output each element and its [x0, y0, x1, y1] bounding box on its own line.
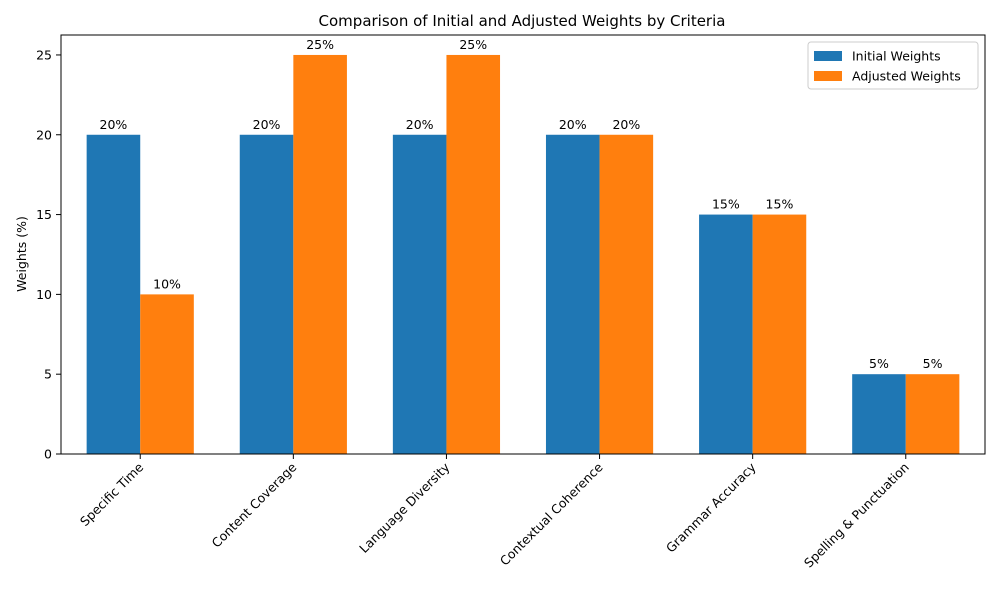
- y-tick-label-0: 0: [44, 447, 52, 462]
- bar-initial-0: [86, 134, 141, 454]
- legend-swatch-adjusted: [814, 71, 842, 81]
- data-label-adjusted-0: 10%: [153, 276, 181, 291]
- bar-initial-5: [852, 374, 906, 454]
- bar-adjusted-0: [140, 294, 194, 454]
- bar-initial-4: [699, 214, 753, 454]
- data-label-initial-3: 20%: [559, 117, 587, 132]
- y-axis-label: Weights (%): [14, 216, 29, 292]
- data-label-initial-5: 5%: [869, 356, 889, 371]
- data-label-adjusted-4: 15%: [766, 197, 794, 212]
- y-tick-label-2: 10: [36, 287, 52, 302]
- y-tick-label-4: 20: [36, 127, 52, 142]
- legend-label-adjusted: Adjusted Weights: [852, 69, 961, 84]
- y-tick-label-5: 25: [36, 47, 52, 62]
- data-label-initial-0: 20%: [100, 117, 128, 132]
- data-label-adjusted-1: 25%: [306, 37, 334, 52]
- data-label-adjusted-5: 5%: [923, 356, 943, 371]
- data-labels-layer: 20% 20% 20% 20% 15% 5% 10% 25% 25% 20% 15% 5%: [100, 37, 943, 371]
- bar-adjusted-2: [446, 54, 501, 454]
- x-tick-label-0: Specific Time: [77, 459, 147, 529]
- plot-frame: [60, 34, 986, 455]
- data-label-adjusted-2: 25%: [459, 37, 487, 52]
- legend: Initial Weights Adjusted Weights: [807, 41, 979, 90]
- legend-box: [807, 41, 979, 90]
- y-axis: 0 5 10 15 20 25: [36, 47, 61, 462]
- data-label-initial-2: 20%: [406, 117, 434, 132]
- x-tick-label-3: Contextual Coherence: [497, 459, 606, 568]
- x-tick-label-4: Grammar Accuracy: [663, 459, 759, 555]
- legend-label-initial: Initial Weights: [852, 49, 941, 64]
- y-tick-label-1: 5: [44, 367, 52, 382]
- bars-layer: [86, 54, 960, 454]
- y-tick-label-3: 15: [36, 207, 52, 222]
- data-label-initial-1: 20%: [253, 117, 281, 132]
- bar-initial-1: [239, 134, 294, 454]
- bar-initial-2: [392, 134, 447, 454]
- x-axis: Specific Time Content Coverage Language Di…: [77, 454, 912, 571]
- bar-adjusted-1: [293, 54, 347, 454]
- bar-adjusted-3: [599, 134, 654, 454]
- bar-adjusted-4: [752, 214, 807, 454]
- x-tick-label-2: Language Diversity: [356, 459, 453, 556]
- bar-adjusted-5: [905, 374, 960, 454]
- bar-initial-3: [545, 134, 600, 454]
- data-label-initial-4: 15%: [712, 197, 740, 212]
- data-label-adjusted-3: 20%: [612, 117, 640, 132]
- x-tick-label-1: Content Coverage: [209, 459, 300, 550]
- x-tick-label-5: Spelling & Punctuation: [801, 460, 912, 571]
- chart-title: Comparison of Initial and Adjusted Weigh…: [319, 12, 726, 30]
- legend-swatch-initial: [814, 51, 842, 61]
